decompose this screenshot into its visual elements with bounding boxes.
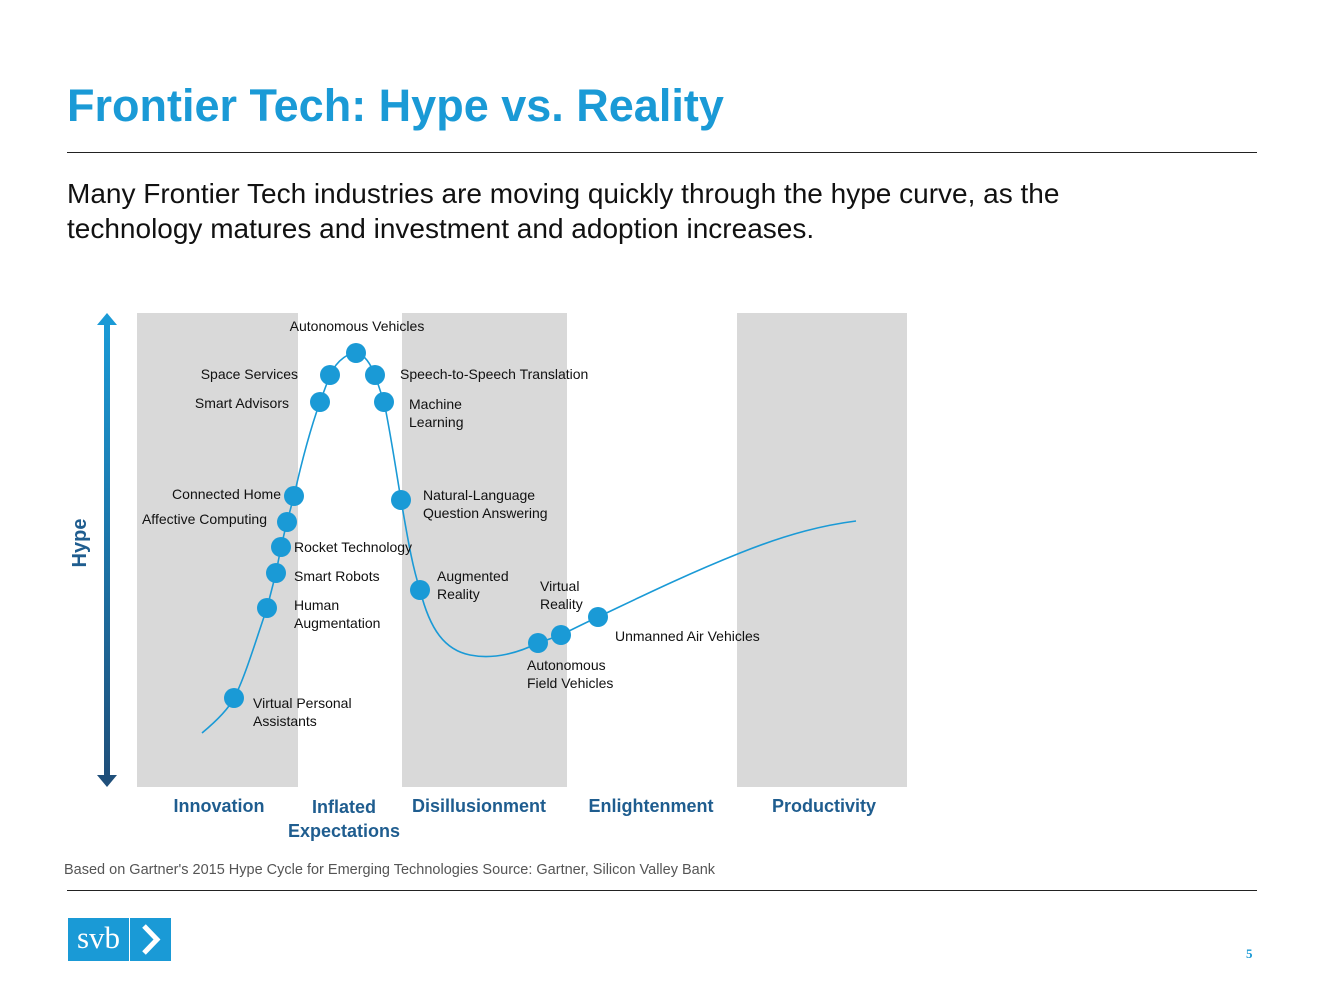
point-space-services [320, 365, 340, 385]
source-footnote: Based on Gartner's 2015 Hype Cycle for E… [64, 862, 715, 878]
point-autonomous-field-vehicles [528, 633, 548, 653]
label-rocket-technology: Rocket Technology [294, 539, 412, 555]
svb-logo-wordmark: svb [68, 918, 129, 961]
point-smart-robots [266, 563, 286, 583]
label-affective-computing: Affective Computing [142, 511, 267, 527]
hype-axis-arrow-down [97, 775, 117, 787]
point-human-augmentation [257, 598, 277, 618]
point-augmented-reality [410, 580, 430, 600]
label-smart-advisors: Smart Advisors [195, 395, 289, 411]
phase-label-productivity: Productivity [772, 796, 876, 816]
label-autonomous-vehicles: Autonomous Vehicles [290, 318, 425, 334]
point-connected-home [284, 486, 304, 506]
page-number: 5 [1246, 946, 1253, 962]
label-smart-robots: Smart Robots [294, 568, 380, 584]
hype-axis-arrow-up [97, 313, 117, 325]
phase-band-productivity [737, 313, 907, 787]
phase-band-disillusionment [402, 313, 567, 787]
hype-axis-shaft [104, 322, 110, 778]
point-speech-to-speech-translation [365, 365, 385, 385]
footer-divider [67, 890, 1257, 891]
point-virtual-reality [551, 625, 571, 645]
label-human-augmentation: Human Augmentation [294, 597, 380, 631]
chevron-right-icon [130, 918, 171, 961]
phase-label-inflated: Inflated Expectations [288, 797, 400, 841]
point-rocket-technology [271, 537, 291, 557]
phase-labels: Innovation Inflated Expectations Disillusio… [174, 796, 877, 841]
label-connected-home: Connected Home [172, 486, 281, 502]
hype-axis-label: Hype [69, 519, 91, 568]
label-unmanned-air-vehicles: Unmanned Air Vehicles [615, 628, 760, 644]
point-unmanned-air-vehicles [588, 607, 608, 627]
phase-label-enlightenment: Enlightenment [589, 796, 714, 816]
svb-logo: svb [68, 918, 171, 961]
label-space-services: Space Services [201, 366, 298, 382]
phase-label-innovation: Innovation [174, 796, 265, 816]
label-speech-to-speech-translation: Speech-to-Speech Translation [400, 366, 588, 382]
point-affective-computing [277, 512, 297, 532]
point-machine-learning [374, 392, 394, 412]
hype-axis [97, 313, 117, 787]
point-virtual-personal-assistants [224, 688, 244, 708]
point-natural-language-question-answering [391, 490, 411, 510]
point-autonomous-vehicles [346, 343, 366, 363]
phase-label-disillusionment: Disillusionment [412, 796, 546, 816]
point-smart-advisors [310, 392, 330, 412]
